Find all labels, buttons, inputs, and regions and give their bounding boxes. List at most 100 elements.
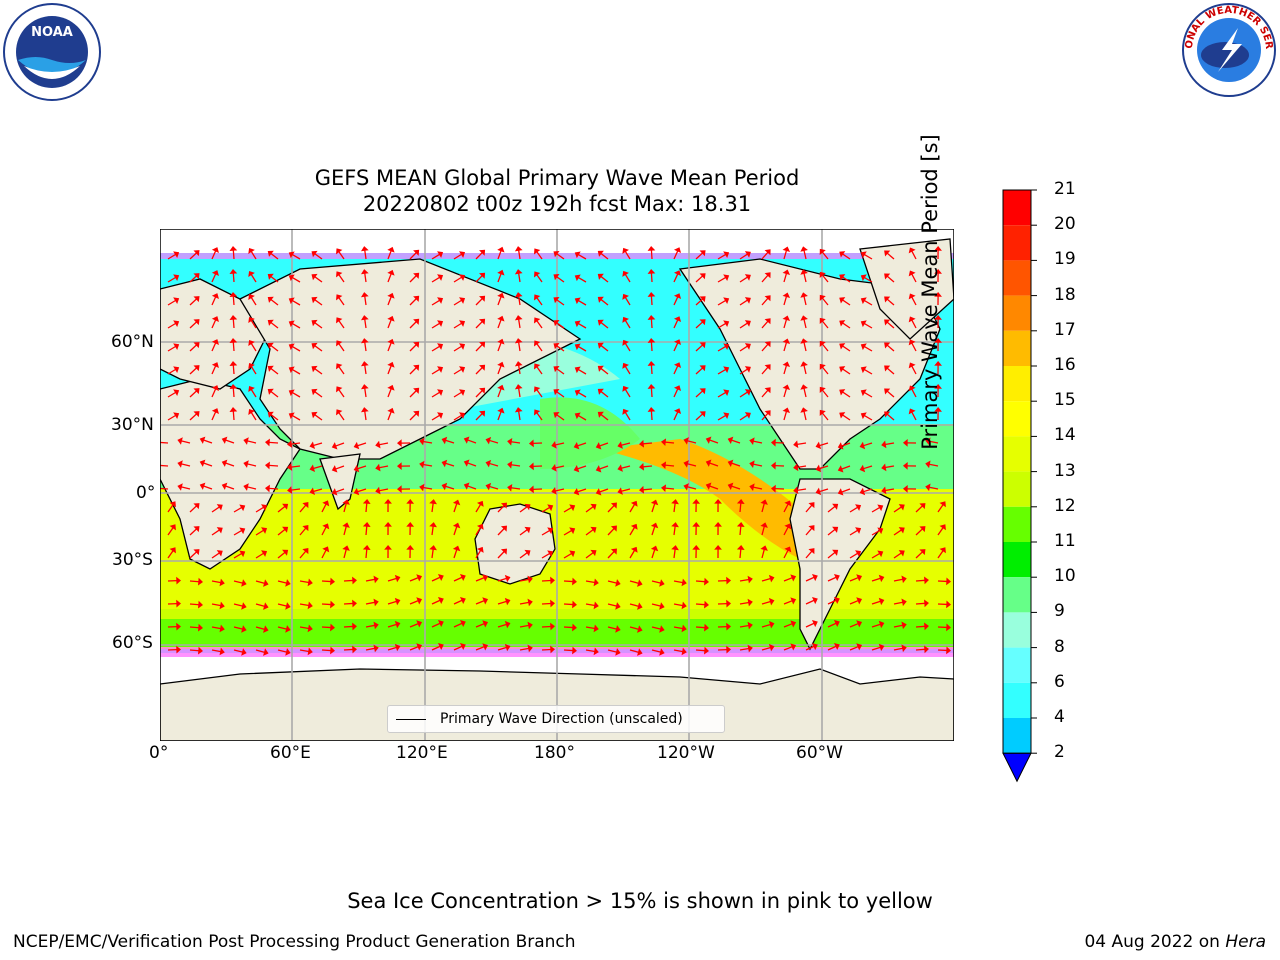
- wave-arrow: [783, 643, 797, 651]
- wave-arrow: [859, 487, 873, 496]
- wave-arrow: [782, 315, 791, 329]
- colorbar-tick-label: 21: [1054, 179, 1076, 199]
- wave-arrow: [937, 577, 952, 586]
- wave-arrow: [597, 388, 609, 398]
- wave-arrow: [805, 525, 815, 536]
- wave-arrow: [893, 598, 907, 607]
- wave-arrow: [429, 545, 437, 559]
- wave-arrow: [277, 579, 291, 587]
- wave-arrow: [299, 525, 309, 536]
- wave-arrow: [311, 411, 323, 421]
- wave-arrow: [629, 625, 643, 633]
- wave-arrow: [336, 363, 345, 375]
- wave-arrow: [360, 315, 369, 329]
- wave-arrow: [647, 338, 656, 352]
- wave-arrow: [353, 487, 367, 496]
- wave-arrow: [695, 577, 709, 586]
- wave-arrow: [507, 460, 521, 469]
- wave-arrow: [321, 600, 335, 609]
- wave-arrow: [736, 499, 745, 513]
- wave-arrow: [528, 462, 543, 471]
- wave-arrow: [429, 499, 437, 513]
- wave-arrow: [519, 644, 533, 653]
- wave-arrow: [311, 342, 323, 352]
- wave-arrow: [925, 437, 939, 446]
- wave-arrow: [782, 384, 791, 398]
- wave-arrow: [189, 503, 200, 513]
- wave-arrow: [661, 438, 675, 447]
- wave-arrow: [514, 361, 523, 375]
- wave-arrow: [287, 486, 301, 494]
- wave-arrow: [934, 245, 942, 260]
- wave-arrow: [336, 294, 345, 306]
- wave-arrow: [597, 411, 609, 421]
- wave-arrow: [717, 645, 732, 654]
- wave-arrow: [585, 578, 599, 587]
- wave-arrow: [167, 297, 180, 306]
- wave-arrow: [431, 251, 444, 260]
- wave-arrow: [839, 389, 851, 398]
- wave-arrow: [267, 411, 279, 421]
- wave-arrow: [902, 438, 917, 447]
- wave-arrow: [908, 385, 917, 398]
- wave-arrow: [406, 498, 415, 513]
- wave-arrow: [233, 648, 247, 656]
- wave-arrow: [695, 411, 706, 421]
- wave-arrow: [475, 341, 486, 352]
- wave-arrow: [819, 363, 829, 375]
- wave-arrow: [211, 339, 219, 352]
- legend-label: Primary Wave Direction (unscaled): [440, 711, 683, 727]
- wave-arrow: [255, 648, 269, 656]
- wave-arrow: [528, 485, 543, 494]
- wave-arrow: [622, 293, 631, 306]
- wave-arrow: [839, 297, 851, 306]
- wave-arrow: [805, 574, 818, 582]
- wave-arrow: [288, 251, 301, 260]
- wave-arrow: [321, 577, 335, 586]
- wave-arrow: [695, 319, 706, 329]
- wave-arrow: [288, 297, 301, 306]
- wave-arrow: [265, 438, 279, 447]
- wave-arrow: [749, 460, 763, 469]
- wave-arrow: [189, 319, 200, 329]
- wave-arrow: [761, 574, 775, 583]
- wave-arrow: [695, 365, 706, 375]
- wave-arrow: [288, 389, 301, 398]
- wave-arrow: [336, 386, 345, 398]
- wave-arrow: [673, 362, 682, 375]
- wave-arrow: [622, 247, 631, 260]
- map-title: GEFS MEAN Global Primary Wave Mean Perio…: [314, 166, 800, 190]
- wave-period-map: [160, 229, 954, 741]
- wave-arrow: [761, 364, 771, 375]
- wave-arrow: [221, 482, 235, 490]
- wave-arrow: [453, 297, 466, 306]
- wave-arrow: [597, 365, 609, 375]
- lat-tick-30n: 30°N: [111, 415, 154, 435]
- wave-arrow: [573, 465, 587, 473]
- wave-arrow: [908, 270, 917, 283]
- wave-arrow: [233, 504, 246, 513]
- colorbar-segment: [1003, 190, 1031, 226]
- colorbar-tick-label: 14: [1054, 425, 1076, 446]
- wave-arrow: [837, 488, 851, 496]
- wave-arrow: [607, 548, 617, 559]
- wave-arrow: [519, 526, 531, 536]
- wave-arrow: [248, 339, 257, 352]
- wave-arrow: [827, 619, 840, 628]
- wave-arrow: [331, 465, 345, 473]
- wave-arrow: [387, 292, 395, 306]
- wave-arrow: [749, 437, 763, 446]
- wave-arrow: [167, 524, 176, 536]
- lon-tick-60e: 60°E: [270, 743, 311, 763]
- wave-arrow: [849, 643, 863, 651]
- wave-arrow: [553, 273, 565, 283]
- wave-arrow: [671, 499, 679, 513]
- wave-arrow: [827, 526, 839, 536]
- wave-arrow: [717, 320, 730, 329]
- wave-arrow: [607, 579, 621, 587]
- colorbar-segment: [1003, 366, 1031, 402]
- wave-arrow: [452, 522, 461, 536]
- wave-arrow: [189, 646, 203, 655]
- wave-arrow: [673, 293, 682, 306]
- wave-arrow: [360, 338, 369, 352]
